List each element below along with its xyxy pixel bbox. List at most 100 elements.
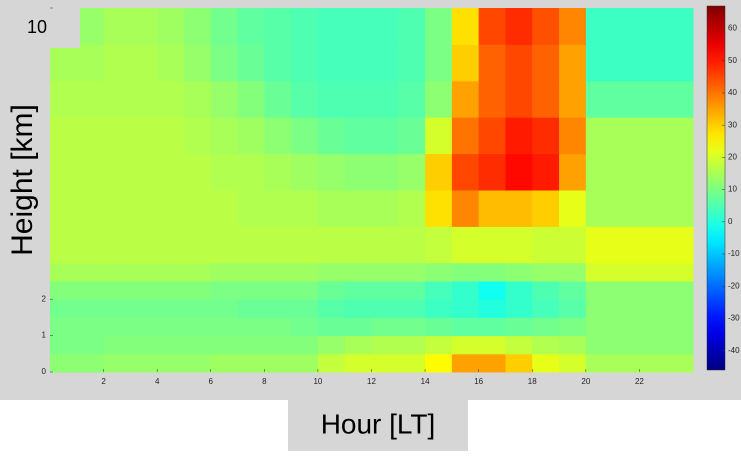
heatmap-cell — [451, 299, 480, 318]
heatmap-cell — [210, 299, 239, 318]
y-axis-label: Height [km] — [6, 104, 39, 256]
heatmap-cell — [532, 190, 560, 227]
heatmap-cell — [103, 8, 131, 45]
colorbar-tick-label: 30 — [728, 120, 737, 129]
heatmap-cell — [398, 281, 426, 300]
heatmap-cell — [505, 44, 533, 82]
heatmap-cell — [183, 8, 212, 45]
heatmap-cell — [50, 335, 78, 355]
heatmap-cell — [478, 299, 506, 318]
ylabel-box — [0, 65, 48, 295]
heatmap-cell — [237, 281, 265, 300]
heatmap-cell — [559, 153, 587, 191]
heatmap-cell — [371, 226, 399, 264]
heatmap-cell — [183, 190, 212, 227]
heatmap-cell — [666, 190, 694, 227]
heatmap-cell — [585, 190, 614, 227]
heatmap-cell — [585, 335, 614, 355]
heatmap-cell — [50, 281, 78, 300]
heatmap-cell — [157, 153, 185, 191]
heatmap-cell — [183, 226, 212, 264]
heatmap-cell — [478, 317, 506, 337]
heatmap-cell — [317, 8, 346, 45]
heatmap-cell — [183, 117, 212, 155]
x-tick-label: 12 — [367, 377, 376, 386]
heatmap-cell — [425, 281, 453, 300]
heatmap-cell — [639, 8, 667, 45]
heatmap-cell — [451, 190, 480, 227]
heatmap-cell — [505, 190, 533, 227]
heatmap-cell — [183, 281, 212, 300]
heatmap-cell — [451, 281, 480, 300]
heatmap-cell — [451, 44, 480, 82]
heatmap-cell — [398, 353, 426, 373]
heatmap-cell — [425, 44, 453, 82]
heatmap-cell — [505, 353, 533, 373]
heatmap-cell — [317, 262, 346, 282]
heatmap-cell — [559, 44, 587, 82]
heatmap-cell — [666, 335, 694, 355]
heatmap-cell — [210, 353, 239, 373]
heatmap-cell — [317, 353, 346, 373]
heatmap-cell — [505, 335, 533, 355]
heatmap-cell — [585, 226, 614, 264]
heatmap-cell — [639, 299, 667, 318]
heatmap-cell — [585, 8, 614, 45]
heatmap-cell — [291, 44, 319, 82]
heatmap-cell — [666, 262, 694, 282]
heatmap-cell — [478, 44, 506, 82]
heatmap-cell — [612, 226, 640, 264]
heatmap-cell — [264, 44, 292, 82]
heatmap-cell — [344, 281, 372, 300]
heatmap-cell — [478, 153, 506, 191]
colorbar-tick-label: -40 — [728, 346, 740, 355]
heatmap-cell — [425, 190, 453, 227]
heatmap-cell — [264, 317, 292, 337]
heatmap-cell — [317, 44, 346, 82]
heatmap-cell — [130, 190, 158, 227]
heatmap-cell — [237, 153, 265, 191]
heatmap-cell — [371, 335, 399, 355]
heatmap-cell — [371, 8, 399, 45]
heatmap-cell — [639, 353, 667, 373]
heatmap-cell — [371, 353, 399, 373]
heatmap-cell — [50, 226, 78, 264]
heatmap-cell — [183, 153, 212, 191]
heatmap-cell — [478, 353, 506, 373]
heatmap-cell — [76, 80, 105, 118]
y-tick-label: 2 — [42, 294, 47, 303]
heatmap-cell — [612, 117, 640, 155]
heatmap-cell — [103, 262, 131, 282]
heatmap-cell — [237, 353, 265, 373]
colorbar-tick-label: -30 — [728, 314, 740, 323]
heatmap-cell — [210, 44, 239, 82]
heatmap-cell — [50, 317, 78, 337]
heatmap-cell — [317, 190, 346, 227]
heatmap-cell — [532, 353, 560, 373]
heatmap-cell — [398, 190, 426, 227]
heatmap-cell — [76, 299, 105, 318]
heatmap-cell — [264, 335, 292, 355]
heatmap-cell — [157, 335, 185, 355]
heatmap-cell — [559, 262, 587, 282]
heatmap-cell — [210, 226, 239, 264]
heatmap-cell — [559, 299, 587, 318]
heatmap-cell — [666, 117, 694, 155]
heatmap-cell — [478, 226, 506, 264]
heatmap-cell — [425, 262, 453, 282]
heatmap-cell — [505, 262, 533, 282]
heatmap-cell — [478, 281, 506, 300]
colorbar-tick-label: 60 — [728, 24, 737, 33]
heatmap-cell — [264, 281, 292, 300]
y-tick-label: 1 — [42, 331, 47, 340]
heatmap-cell — [612, 335, 640, 355]
heatmap-cell — [183, 317, 212, 337]
heatmap-cell — [210, 317, 239, 337]
heatmap-cell — [559, 117, 587, 155]
heatmap-cell — [639, 44, 667, 82]
heatmap-cell — [559, 353, 587, 373]
heatmap-cell — [666, 281, 694, 300]
heatmap-cell — [183, 80, 212, 118]
heatmap-cell — [451, 8, 480, 45]
heatmap-cell — [559, 226, 587, 264]
